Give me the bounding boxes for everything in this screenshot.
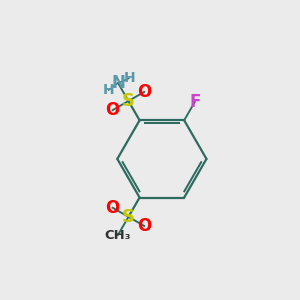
Text: N: N (111, 74, 125, 92)
Text: O: O (137, 83, 152, 101)
Text: O: O (105, 199, 120, 217)
Text: O: O (105, 101, 120, 119)
Text: H: H (123, 71, 135, 85)
Text: H: H (103, 83, 114, 97)
Text: CH₃: CH₃ (104, 229, 131, 242)
Text: S: S (122, 208, 135, 226)
Text: F: F (189, 93, 201, 111)
Text: S: S (122, 92, 135, 110)
Text: O: O (137, 217, 152, 235)
